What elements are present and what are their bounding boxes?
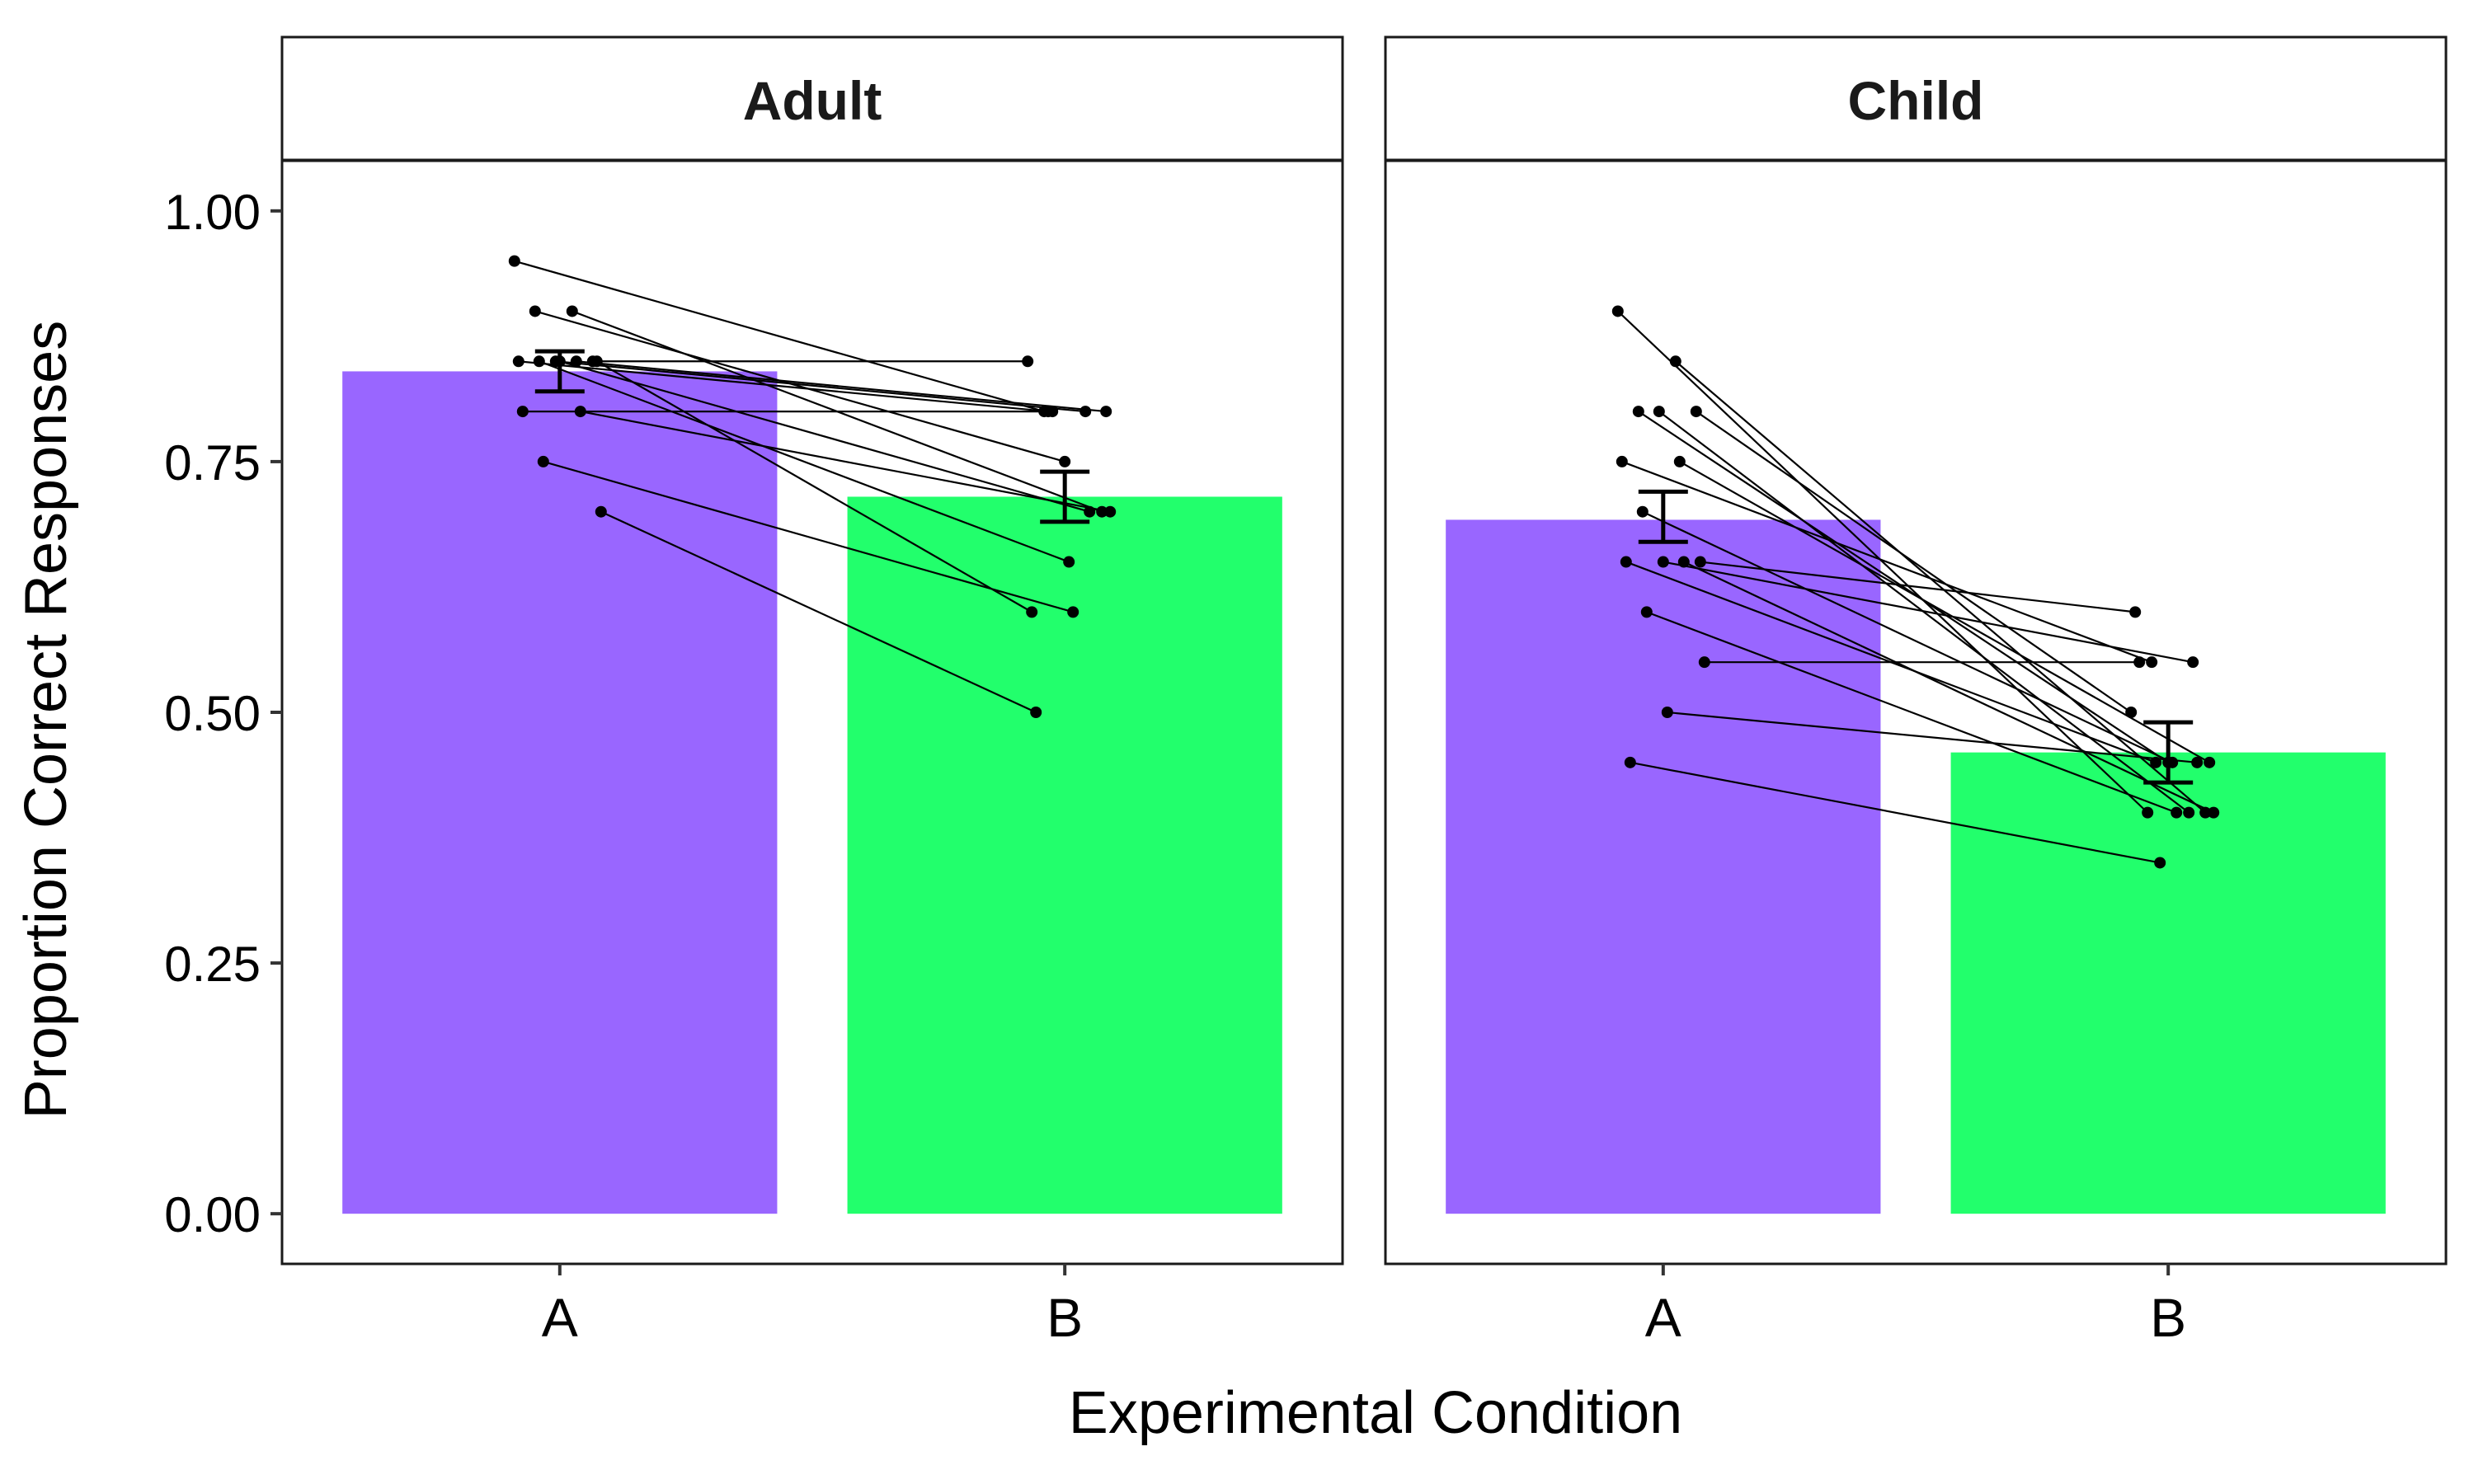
bar-a <box>342 371 778 1214</box>
subject-line <box>1621 460 2152 664</box>
subject-point-a <box>508 255 520 267</box>
subject-point-b <box>1026 606 1038 618</box>
subject-line <box>1679 460 2210 763</box>
subject-line <box>1675 360 2206 814</box>
subject-point-a <box>1616 455 1628 467</box>
subject-line <box>518 360 1049 413</box>
y-axis: 0.00 0.25 0.50 0.75 1.00 <box>164 185 282 1242</box>
subject-point-b <box>2125 707 2138 718</box>
subject-point-b <box>2129 606 2142 618</box>
subject-point-a <box>566 305 578 317</box>
subject-line <box>534 310 1065 463</box>
panel-adult: Adult A B <box>280 35 1344 1348</box>
subject-point-a <box>1640 606 1653 618</box>
subject-point-b <box>1067 606 1079 618</box>
y-tick-label: 0.25 <box>164 937 261 992</box>
subject-line <box>1663 561 2194 664</box>
subject-point-a <box>1653 406 1665 418</box>
subject-point-a <box>1657 556 1669 568</box>
subject-point-a <box>1632 406 1644 418</box>
subject-line <box>1617 310 2148 814</box>
subject-point-a <box>570 355 582 368</box>
bar-a <box>1446 519 1881 1214</box>
subject-point-b <box>2146 656 2158 669</box>
subject-point-b <box>1063 556 1075 568</box>
subject-line <box>514 260 1045 413</box>
subject-point-a <box>512 355 524 368</box>
subject-point-b <box>1104 505 1117 518</box>
subject-line <box>1667 711 2198 763</box>
subject-point-b <box>1079 406 1092 418</box>
subject-line <box>1700 561 2136 613</box>
subject-line <box>600 510 1037 713</box>
subject-line <box>555 360 1086 413</box>
facet-label: Adult <box>743 70 882 131</box>
y-tick-label: 1.00 <box>164 185 261 240</box>
subject-point-b <box>2183 806 2195 819</box>
subject-point-b <box>2154 857 2166 869</box>
subject-line <box>539 360 1070 563</box>
x-tick-label: A <box>542 1287 578 1348</box>
y-tick-label: 0.50 <box>164 686 261 741</box>
y-tick-label: 0.75 <box>164 435 261 491</box>
facet-strip <box>280 35 1344 162</box>
subject-point-a <box>1636 505 1649 518</box>
x-tick-label: B <box>2150 1287 2186 1348</box>
subject-point-b <box>1030 707 1042 718</box>
subject-line <box>1683 561 2214 814</box>
subject-line <box>1646 611 2177 814</box>
subject-point-a <box>537 455 549 467</box>
subject-point-b <box>1059 455 1071 467</box>
bar-b <box>847 496 1282 1214</box>
subject-point-b <box>2204 756 2216 768</box>
subject-point-a <box>1620 556 1632 568</box>
x-axis-title: Experimental Condition <box>1069 1380 1682 1446</box>
subject-point-b <box>2142 806 2154 819</box>
y-tick-label: 0.00 <box>164 1187 261 1242</box>
subject-point-a <box>516 406 529 418</box>
subject-point-a <box>1661 707 1673 718</box>
subject-line <box>559 360 1090 513</box>
subject-point-b <box>2191 756 2204 768</box>
subject-line <box>543 460 1074 613</box>
subject-point-a <box>595 505 607 518</box>
subject-point-b <box>2171 806 2183 819</box>
x-tick-label: B <box>1047 1287 1083 1348</box>
subject-point-a <box>1673 455 1686 467</box>
subject-point-a <box>1669 355 1681 368</box>
subject-point-a <box>1677 556 1690 568</box>
subject-point-b <box>1022 355 1034 368</box>
subject-point-b <box>2187 656 2199 669</box>
subject-line <box>596 360 1032 613</box>
subject-point-b <box>1047 406 1059 418</box>
panel-border <box>1384 159 2448 1266</box>
subject-line <box>576 360 1107 413</box>
subject-line <box>1630 761 2161 864</box>
subject-point-a <box>533 355 545 368</box>
subject-point-b <box>2208 806 2220 819</box>
subject-line <box>1638 411 2169 763</box>
x-tick-label: A <box>1645 1287 1681 1348</box>
subject-point-b <box>1100 406 1112 418</box>
subject-line <box>1642 510 2173 763</box>
facet-label: Child <box>1848 70 1984 131</box>
panels-layer: Adult A B Child A B <box>280 35 2448 1348</box>
panel-child: Child A B <box>1384 35 2448 1348</box>
subject-point-a <box>574 406 586 418</box>
subject-point-a <box>1698 656 1710 669</box>
subject-point-a <box>590 355 603 368</box>
facet-strip <box>1384 35 2448 162</box>
subject-point-a <box>1611 305 1624 317</box>
subject-line <box>580 411 1111 513</box>
y-axis-title: Proportion Correct Responses <box>13 321 79 1119</box>
subject-point-a <box>529 305 541 317</box>
subject-point-a <box>1690 406 1702 418</box>
subject-point-a <box>1694 556 1706 568</box>
subject-point-b <box>2133 656 2146 669</box>
bar-b <box>1950 752 2386 1214</box>
subject-point-a <box>1624 756 1636 768</box>
